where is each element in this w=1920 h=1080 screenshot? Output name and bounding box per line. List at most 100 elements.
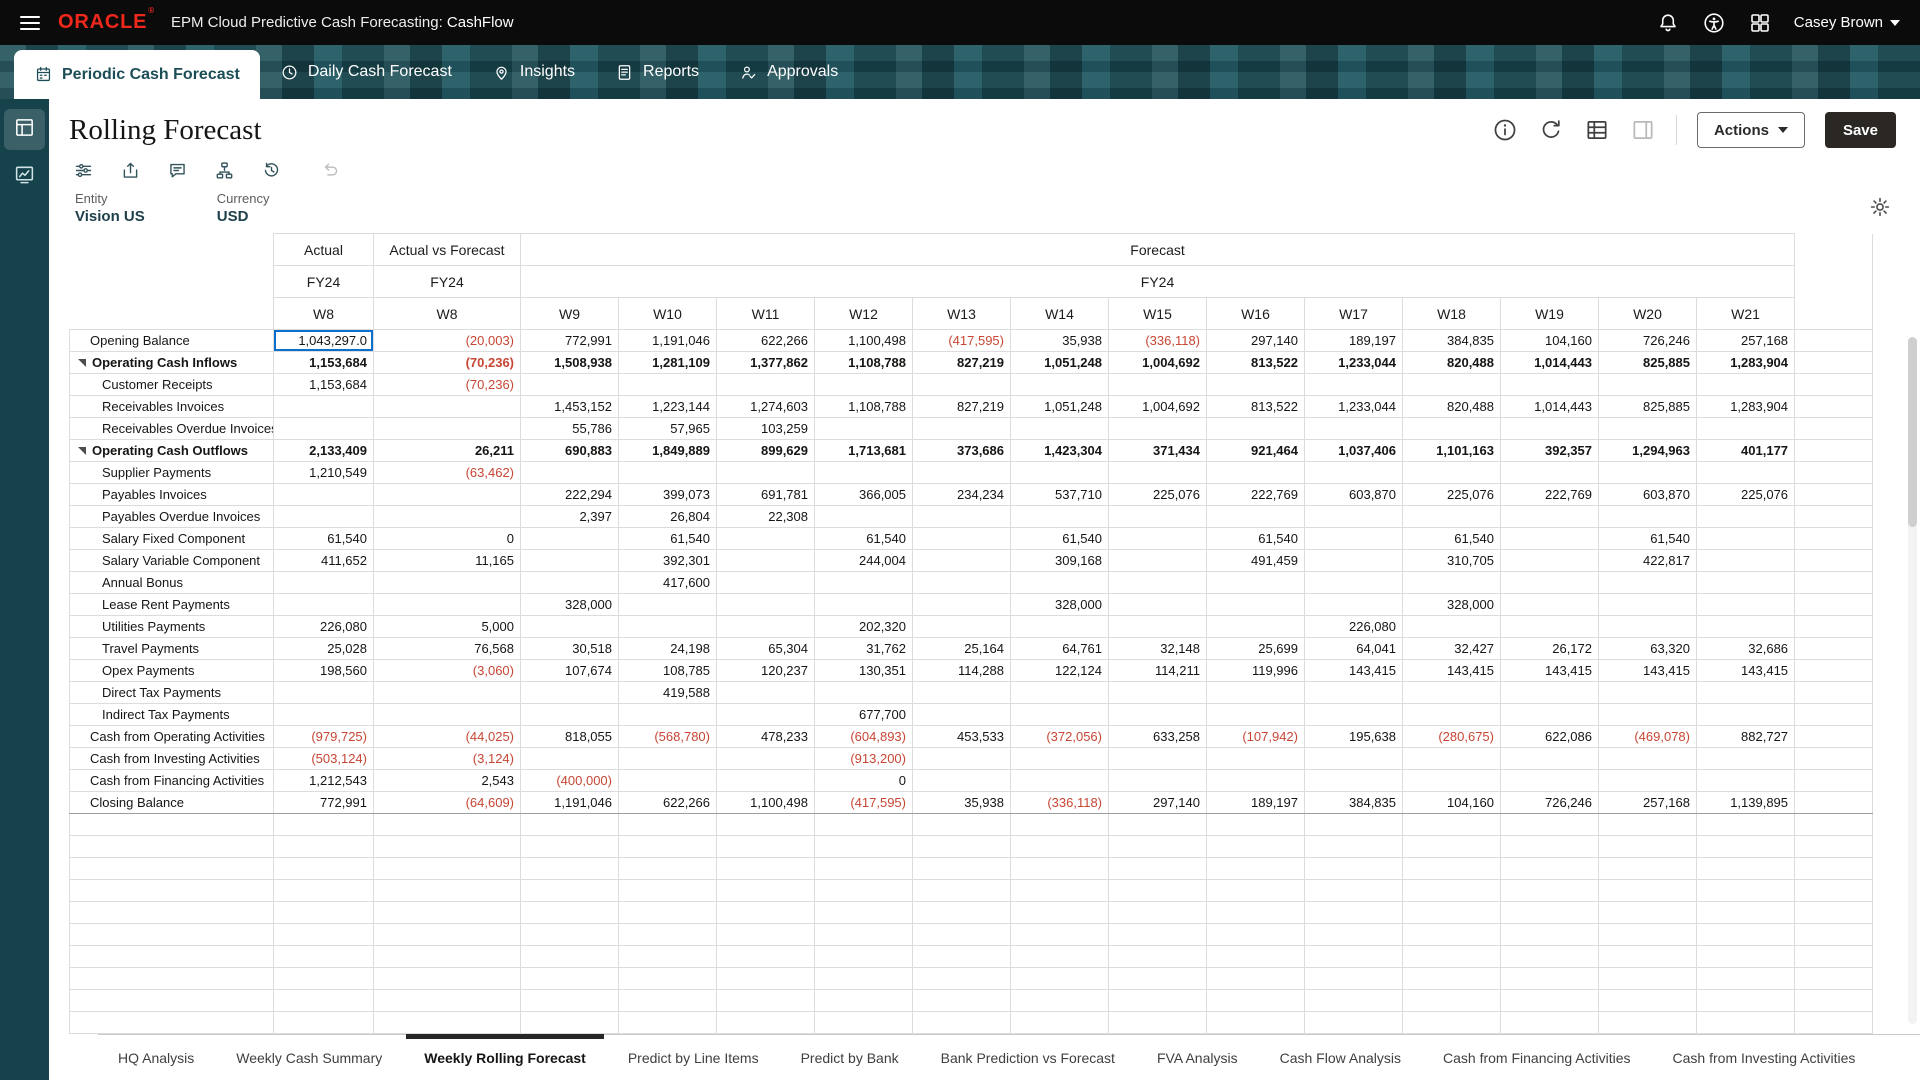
notifications-icon[interactable] [1656,11,1680,35]
grid-cell[interactable]: 1,849,889 [619,440,717,462]
grid-cell[interactable] [70,946,274,968]
grid-cell[interactable] [521,550,619,572]
grid-cell[interactable] [1207,946,1305,968]
grid-cell[interactable]: 1,281,109 [619,352,717,374]
export-icon[interactable] [120,160,141,181]
grid-cell[interactable]: 0 [374,528,521,550]
refresh-icon[interactable] [1538,117,1564,143]
grid-cell[interactable]: 1,153,684 [274,374,374,396]
bottom-tab-hq-analysis[interactable]: HQ Analysis [116,1035,196,1080]
grid-cell[interactable]: 772,991 [274,792,374,814]
row-label[interactable]: Closing Balance [70,792,274,814]
grid-cell[interactable] [1011,770,1109,792]
nav-tab-periodic-cash-forecast[interactable]: Periodic Cash Forecast [14,50,260,99]
row-label[interactable]: Cash from Investing Activities [70,748,274,770]
row-label[interactable]: Operating Cash Outflows [70,440,274,462]
grid-cell[interactable]: 25,699 [1207,638,1305,660]
row-label[interactable]: Indirect Tax Payments [70,704,274,726]
grid-cell[interactable]: 899,629 [717,440,815,462]
grid-cell[interactable] [374,814,521,836]
row-label[interactable]: Opex Payments [70,660,274,682]
grid-cell[interactable]: 1,713,681 [815,440,913,462]
grid-cell[interactable] [619,946,717,968]
grid-cell[interactable] [521,814,619,836]
grid-cell[interactable] [1403,836,1501,858]
grid-cell[interactable]: 1,377,862 [717,352,815,374]
grid-cell[interactable] [1403,902,1501,924]
grid-cell[interactable]: 222,769 [1501,484,1599,506]
grid-cell[interactable] [70,924,274,946]
grid-cell[interactable] [1599,880,1697,902]
grid-cell[interactable]: 5,000 [374,616,521,638]
grid-cell[interactable] [717,528,815,550]
grid-cell[interactable] [1697,550,1795,572]
grid-cell[interactable]: 813,522 [1207,352,1305,374]
grid-cell[interactable]: 310,705 [1403,550,1501,572]
grid-cell[interactable]: 1,508,938 [521,352,619,374]
grid-cell[interactable]: 61,540 [815,528,913,550]
grid-cell[interactable]: (568,780) [619,726,717,748]
grid-cell[interactable]: 691,781 [717,484,815,506]
undo-icon[interactable] [320,160,341,181]
grid-cell[interactable] [1697,462,1795,484]
grid-cell[interactable] [374,682,521,704]
actions-button[interactable]: Actions [1697,112,1805,148]
grid-cell[interactable]: 622,266 [717,330,815,352]
grid-cell[interactable]: 1,051,248 [1011,396,1109,418]
grid-cell[interactable] [1697,506,1795,528]
grid-cell[interactable] [913,968,1011,990]
grid-cell[interactable] [1697,946,1795,968]
grid-cell[interactable]: 26,172 [1501,638,1599,660]
grid-cell[interactable] [1697,572,1795,594]
grid-cell[interactable]: (3,124) [374,748,521,770]
grid-cell[interactable]: 677,700 [815,704,913,726]
grid-cell[interactable]: 392,301 [619,550,717,572]
grid-cell[interactable] [1109,946,1207,968]
grid-cell[interactable] [1697,924,1795,946]
grid-cell[interactable]: 373,686 [913,440,1011,462]
grid-cell[interactable]: 1,004,692 [1109,396,1207,418]
grid-cell[interactable] [1109,704,1207,726]
grid-cell[interactable]: 1,212,543 [274,770,374,792]
grid-cell[interactable] [1403,572,1501,594]
grid-cell[interactable]: 328,000 [1011,594,1109,616]
grid-cell[interactable] [1795,616,1873,638]
grid-cell[interactable] [1109,858,1207,880]
grid-cell[interactable] [1109,1012,1207,1034]
grid-cell[interactable]: (20,003) [374,330,521,352]
grid-cell[interactable] [1795,638,1873,660]
grid-cell[interactable] [619,374,717,396]
sidebar-item-forms[interactable] [4,109,45,150]
grid-cell[interactable] [1599,572,1697,594]
grid-cell[interactable] [1109,418,1207,440]
grid-cell[interactable] [1109,374,1207,396]
nav-tab-daily-cash-forecast[interactable]: Daily Cash Forecast [260,45,472,99]
bottom-tab-weekly-cash-summary[interactable]: Weekly Cash Summary [234,1035,384,1080]
grid-cell[interactable] [1599,506,1697,528]
grid-cell[interactable]: 32,148 [1109,638,1207,660]
grid-cell[interactable]: 57,965 [619,418,717,440]
grid-cell[interactable]: (64,609) [374,792,521,814]
grid-cell[interactable] [717,462,815,484]
nav-tab-approvals[interactable]: Approvals [719,45,858,99]
grid-cell[interactable]: 1,043,297.0 [274,330,374,352]
grid-cell[interactable] [913,374,1011,396]
grid-cell[interactable]: 257,168 [1599,792,1697,814]
grid-cell[interactable]: 1,108,788 [815,396,913,418]
grid-cell[interactable]: 820,488 [1403,396,1501,418]
grid-cell[interactable]: 114,288 [913,660,1011,682]
grid-cell[interactable] [274,506,374,528]
grid-cell[interactable] [1403,946,1501,968]
grid-cell[interactable] [274,836,374,858]
grid-cell[interactable]: 195,638 [1305,726,1403,748]
grid-cell[interactable]: 825,885 [1599,396,1697,418]
grid-cell[interactable] [913,880,1011,902]
grid-cell[interactable]: 1,004,692 [1109,352,1207,374]
grid-cell[interactable] [374,704,521,726]
grid-cell[interactable] [1795,330,1873,352]
save-button[interactable]: Save [1825,112,1896,148]
grid-cell[interactable] [1305,770,1403,792]
grid-cell[interactable]: 882,727 [1697,726,1795,748]
grid-cell[interactable]: 61,540 [1403,528,1501,550]
grid-cell[interactable] [1795,968,1873,990]
